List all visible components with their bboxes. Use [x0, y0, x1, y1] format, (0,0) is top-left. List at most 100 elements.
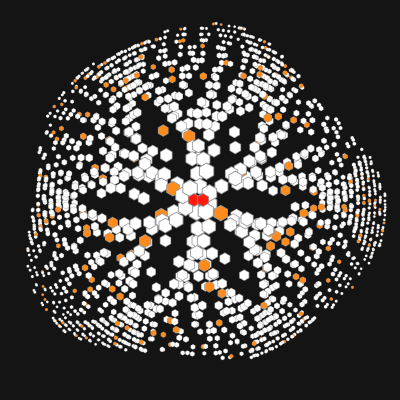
graph-node [282, 120, 290, 129]
highlighted-node [177, 39, 182, 44]
graph-node [368, 193, 372, 198]
graph-node [38, 248, 42, 253]
graph-node [318, 105, 324, 112]
graph-node [292, 151, 301, 161]
graph-node [106, 343, 110, 348]
graph-node [102, 342, 106, 346]
graph-node [332, 224, 338, 231]
graph-node [227, 24, 231, 28]
graph-node [248, 325, 254, 332]
graph-node [190, 344, 196, 350]
graph-node [48, 203, 54, 210]
graph-node [121, 284, 129, 294]
graph-node [378, 195, 382, 199]
graph-node [247, 40, 252, 45]
graph-node [61, 285, 67, 291]
graph-node [248, 83, 255, 92]
graph-node [175, 119, 187, 133]
graph-node [174, 39, 179, 44]
graph-node [220, 355, 225, 361]
graph-node [71, 108, 76, 114]
graph-node [174, 291, 184, 302]
highlighted-node [44, 307, 48, 312]
highlighted-node [59, 125, 64, 132]
graph-node [74, 224, 82, 233]
highlighted-node [104, 232, 115, 243]
graph-node [75, 162, 83, 171]
highlighted-node [60, 102, 64, 107]
graph-node [140, 68, 146, 75]
highlighted-node [84, 336, 88, 340]
graph-node [365, 170, 369, 174]
graph-node [88, 208, 97, 219]
graph-node [92, 75, 97, 80]
graph-node [266, 105, 275, 115]
graph-node [52, 300, 56, 304]
graph-node [138, 156, 151, 171]
graph-node [143, 215, 156, 230]
graph-node [270, 62, 276, 69]
graph-node [304, 323, 309, 328]
graph-node [302, 286, 309, 293]
graph-node [69, 272, 75, 279]
graph-node [130, 328, 137, 336]
graph-node [239, 269, 250, 282]
graph-node [98, 323, 103, 329]
graph-node [33, 265, 37, 270]
graph-node [234, 338, 240, 345]
graph-node [154, 86, 163, 96]
graph-node [116, 57, 121, 63]
graph-node [367, 261, 371, 265]
graph-node [229, 332, 236, 339]
graph-node [270, 346, 274, 351]
graph-node [183, 63, 191, 72]
graph-node [33, 290, 37, 294]
highlighted-node [215, 319, 223, 327]
graph-node [321, 121, 327, 128]
graph-node [318, 263, 325, 270]
graph-node [98, 87, 103, 93]
graph-node [296, 321, 301, 326]
graph-node [185, 350, 190, 356]
graph-node [49, 285, 53, 290]
graph-node [359, 229, 363, 234]
graph-node [175, 33, 180, 38]
graph-node [58, 300, 62, 304]
graph-node [236, 313, 244, 322]
graph-node [373, 205, 377, 210]
highlighted-node [141, 93, 149, 102]
graph-node [344, 285, 348, 289]
graph-node [207, 142, 221, 158]
graph-node [361, 217, 366, 222]
graph-node [304, 255, 312, 263]
graph-node [308, 173, 317, 183]
graph-node [290, 334, 294, 339]
graph-node [115, 182, 126, 195]
graph-node [366, 174, 370, 179]
graph-node [347, 219, 352, 225]
graph-node [100, 162, 110, 174]
graph-node [259, 90, 267, 99]
graph-node [163, 30, 167, 34]
graph-node [259, 289, 267, 299]
graph-node [99, 247, 109, 258]
highlighted-node [274, 112, 282, 121]
graph-node [251, 94, 259, 103]
graph-node [98, 146, 108, 156]
graph-node [138, 346, 143, 352]
graph-node [368, 211, 372, 215]
graph-node [329, 159, 335, 166]
graph-node [268, 185, 278, 197]
graph-node [110, 298, 117, 306]
graph-node [206, 246, 219, 261]
highlighted-node [318, 203, 325, 211]
graph-node [62, 306, 66, 310]
graph-node [365, 227, 369, 231]
graph-node [69, 304, 74, 310]
graph-node [190, 302, 200, 313]
graph-node [360, 222, 365, 227]
graph-node [315, 303, 320, 309]
graph-node [333, 213, 339, 221]
graph-node [363, 257, 367, 262]
graph-node [324, 127, 330, 134]
